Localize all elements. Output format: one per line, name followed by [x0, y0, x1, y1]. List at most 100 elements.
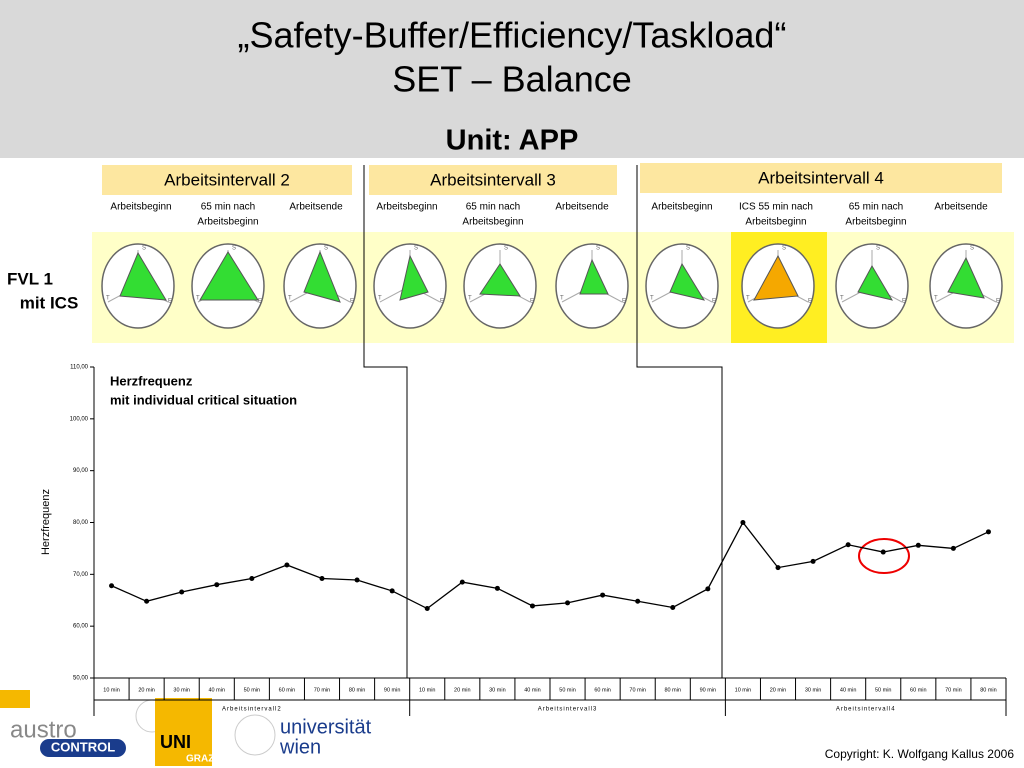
x-tick-label: 50 min	[875, 687, 892, 693]
point	[740, 520, 746, 525]
annotation: Herzfrequenz	[110, 373, 193, 388]
radar-axis-label: T	[560, 296, 564, 302]
point	[424, 606, 430, 612]
radar-axis-label: E	[440, 299, 444, 305]
logo-block	[0, 690, 30, 708]
point	[249, 575, 255, 581]
phase-label: 65 min nach	[201, 202, 255, 213]
radar-axis-label: E	[258, 299, 262, 305]
logo-text: GRAZ	[186, 754, 214, 765]
point	[179, 589, 185, 595]
interval-label: Arbeitsintervall 3	[430, 170, 556, 189]
point	[284, 562, 290, 568]
radar-shape	[579, 258, 609, 295]
x-tick-label: 60 min	[594, 687, 611, 693]
point	[494, 585, 500, 591]
x-tick-label: 10 min	[103, 687, 120, 693]
interval-label: Arbeitsintervall 4	[758, 168, 884, 187]
radar-axis-label: T	[746, 296, 750, 302]
phase-label: Arbeitsbeginn	[462, 217, 523, 228]
radar-axis-label: E	[996, 299, 1000, 305]
point	[529, 603, 535, 609]
phase-label: Arbeitsbeginn	[110, 202, 171, 213]
x-tick-label: 30 min	[805, 687, 822, 693]
x-tick-label: 80 min	[349, 687, 366, 693]
point	[880, 549, 886, 555]
point	[565, 600, 571, 606]
x-tick-label: 80 min	[980, 687, 997, 693]
point	[459, 579, 465, 585]
radar-axis-label: S	[232, 246, 236, 252]
divider	[636, 165, 723, 678]
point	[600, 592, 606, 598]
y-tick-label: 70,00	[73, 572, 89, 578]
y-tick-label: 80,00	[73, 520, 89, 526]
radar-shape	[479, 263, 521, 297]
radar-shape	[947, 256, 985, 299]
phase-label: Arbeitsbeginn	[745, 217, 806, 228]
y-tick-label: 90,00	[73, 468, 89, 474]
x-tick-label: 30 min	[173, 687, 190, 693]
point	[950, 545, 956, 551]
point	[845, 542, 851, 548]
row-label: FVL 1	[7, 269, 53, 288]
radar-axis-label: S	[876, 246, 880, 252]
interval-box	[640, 163, 1002, 193]
point	[319, 575, 325, 581]
x-tick-label: 80 min	[665, 687, 682, 693]
seal	[234, 714, 276, 756]
x-tick-label: 70 min	[945, 687, 962, 693]
radar-shape	[199, 251, 259, 301]
radar-axis-label: T	[650, 296, 654, 302]
x-tick-label: 10 min	[735, 687, 752, 693]
x-tick-label: 20 min	[138, 687, 155, 693]
x-tick-label: 50 min	[559, 687, 576, 693]
title: SET – Balance	[392, 59, 631, 100]
y-tick-label: 50,00	[73, 676, 89, 682]
radar-axis-label: S	[504, 246, 508, 252]
logo-text: universität	[280, 716, 372, 738]
group-label: Arbeitsintervall2	[222, 707, 282, 713]
point	[144, 598, 150, 604]
row-label: mit ICS	[20, 293, 79, 312]
radar-shape	[669, 262, 706, 301]
radar-axis-label: E	[712, 299, 716, 305]
interval-label: Arbeitsintervall 2	[164, 170, 290, 189]
point	[354, 577, 360, 583]
radar-axis-label: S	[970, 246, 974, 252]
x-tick-label: 40 min	[840, 687, 857, 693]
radar-shape	[857, 264, 894, 301]
radar-axis-label: T	[288, 296, 292, 302]
radar-shape	[119, 251, 167, 301]
x-tick-label: 90 min	[384, 687, 401, 693]
y-axis-label: Herzfrequenz	[40, 489, 52, 555]
logo-text: UNI	[160, 732, 191, 752]
point	[775, 565, 781, 571]
logo-text: CONTROL	[51, 739, 115, 754]
radar-axis-label: T	[378, 296, 382, 302]
logo-text: austro	[10, 716, 77, 743]
point	[389, 588, 395, 594]
x-tick-label: 30 min	[489, 687, 506, 693]
annotation: mit individual critical situation	[110, 392, 297, 407]
x-tick-label: 20 min	[454, 687, 471, 693]
x-tick-label: 10 min	[419, 687, 436, 693]
radar-axis-label: S	[596, 246, 600, 252]
radar-shape	[753, 254, 799, 301]
title: „Safety-Buffer/Efficiency/Taskload“	[238, 15, 787, 56]
radar-axis-label: T	[840, 296, 844, 302]
header-band	[0, 0, 1024, 158]
radar-axis-label: T	[468, 296, 472, 302]
unit: Unit: APP	[446, 125, 579, 157]
radar-shape	[399, 254, 429, 301]
radar-axis-label: T	[196, 296, 200, 302]
interval-box	[369, 165, 617, 195]
divider	[363, 165, 408, 678]
group-label: Arbeitsintervall3	[538, 707, 598, 713]
x-tick-label: 60 min	[910, 687, 927, 693]
logo-block	[40, 739, 126, 757]
x-tick-label: 90 min	[700, 687, 717, 693]
phase-label: ICS 55 min nach	[739, 202, 813, 213]
point	[915, 542, 921, 548]
